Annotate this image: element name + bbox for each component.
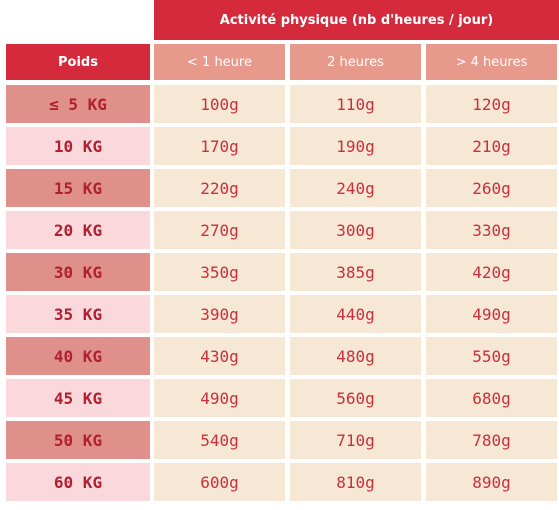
ration-cell: 385g (290, 253, 421, 291)
ration-cell: 480g (290, 337, 421, 375)
ration-cell: 890g (426, 463, 557, 501)
ration-cell: 240g (290, 169, 421, 207)
ration-cell: 600g (154, 463, 285, 501)
activity-column-header-2h: 2 heures (290, 44, 421, 80)
ration-cell: 490g (154, 379, 285, 417)
ration-cell: 810g (290, 463, 421, 501)
ration-cell: 270g (154, 211, 285, 249)
ration-cell: 680g (426, 379, 557, 417)
ration-cell: 390g (154, 295, 285, 333)
ration-cell: 210g (426, 127, 557, 165)
ration-cell: 120g (426, 85, 557, 123)
ration-cell: 350g (154, 253, 285, 291)
weight-cell: 20 KG (6, 211, 150, 249)
weight-column-header: Poids (6, 44, 150, 80)
ration-cell: 190g (290, 127, 421, 165)
ration-cell: 710g (290, 421, 421, 459)
weight-cell: 60 KG (6, 463, 150, 501)
ration-cell: 420g (426, 253, 557, 291)
ration-cell: 100g (154, 85, 285, 123)
activity-column-header-more-4h: > 4 heures (426, 44, 557, 80)
weight-cell: 15 KG (6, 169, 150, 207)
ration-cell: 110g (290, 85, 421, 123)
ration-cell: 330g (426, 211, 557, 249)
ration-cell: 490g (426, 295, 557, 333)
weight-cell: 40 KG (6, 337, 150, 375)
weight-cell: 45 KG (6, 379, 150, 417)
ration-cell: 780g (426, 421, 557, 459)
weight-cell: 30 KG (6, 253, 150, 291)
ration-cell: 170g (154, 127, 285, 165)
ration-cell: 560g (290, 379, 421, 417)
ration-cell: 540g (154, 421, 285, 459)
ration-cell: 220g (154, 169, 285, 207)
weight-cell: 50 KG (6, 421, 150, 459)
weight-cell: 10 KG (6, 127, 150, 165)
ration-cell: 440g (290, 295, 421, 333)
weight-cell: 35 KG (6, 295, 150, 333)
ration-cell: 260g (426, 169, 557, 207)
ration-cell: 550g (426, 337, 557, 375)
activity-header: Activité physique (nb d'heures / jour) (154, 0, 559, 40)
activity-column-header-less-1h: < 1 heure (154, 44, 285, 80)
ration-cell: 430g (154, 337, 285, 375)
weight-cell: ≤ 5 KG (6, 85, 150, 123)
ration-cell: 300g (290, 211, 421, 249)
